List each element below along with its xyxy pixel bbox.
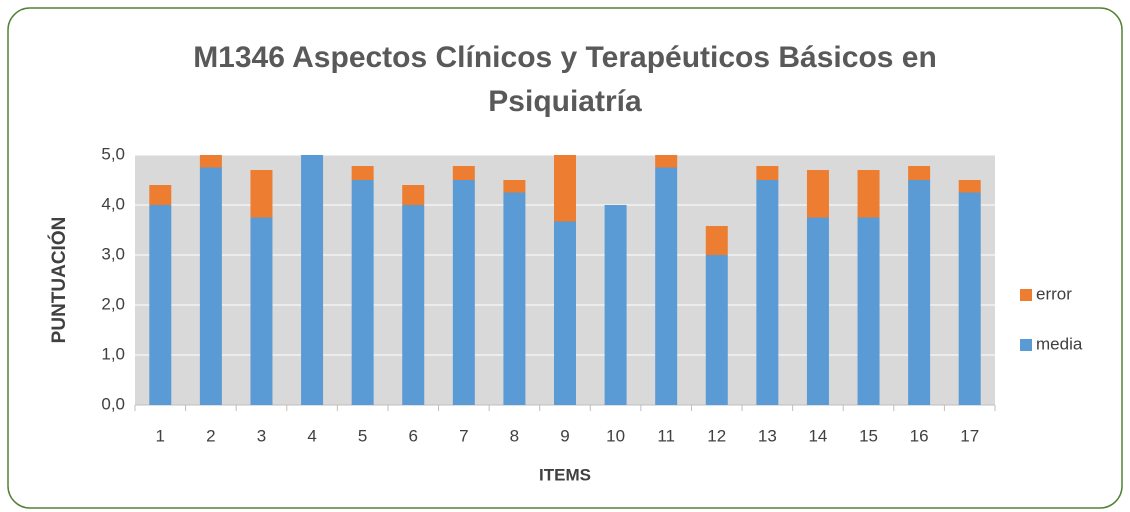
bar-segment xyxy=(655,155,678,168)
x-tick-label: 6 xyxy=(409,426,418,445)
bar-segment xyxy=(958,192,981,405)
x-tick-label: 4 xyxy=(307,426,316,445)
bar-segment xyxy=(149,185,172,205)
x-tick-label: 17 xyxy=(960,426,979,445)
bar-segment xyxy=(250,170,273,218)
bar-segment xyxy=(199,167,222,405)
x-tick-label: 7 xyxy=(459,426,468,445)
bar-segment xyxy=(351,180,374,405)
bar-segment xyxy=(301,155,324,405)
bar-segment xyxy=(655,167,678,405)
bar-segment xyxy=(503,192,526,405)
x-tick-label: 8 xyxy=(510,426,519,445)
bar-segment xyxy=(199,155,222,168)
x-tick-label: 3 xyxy=(257,426,266,445)
y-axis-label: PUNTUACIÓN xyxy=(48,217,70,344)
bar-segment xyxy=(250,217,273,405)
bar-segment xyxy=(604,205,627,405)
y-tick-label: 3,0 xyxy=(101,244,125,263)
bar-segment xyxy=(149,205,172,405)
x-tick-label: 2 xyxy=(206,426,215,445)
bar-segment xyxy=(806,170,829,218)
bar-segment xyxy=(402,205,425,405)
x-tick-label: 12 xyxy=(707,426,726,445)
bar-segment xyxy=(554,221,576,405)
bar-segment xyxy=(756,166,779,180)
bar-segment xyxy=(857,217,880,405)
legend-swatch xyxy=(1020,289,1032,301)
x-tick-label: 11 xyxy=(657,426,675,445)
bar-segment xyxy=(756,180,779,405)
y-tick-label: 1,0 xyxy=(101,344,125,363)
bar-segment xyxy=(452,180,475,405)
bar-segment xyxy=(503,180,526,193)
chart-title: M1346 Aspectos Clínicos y Terapéuticos B… xyxy=(193,41,937,118)
legend-swatch xyxy=(1020,339,1032,351)
bar-segment xyxy=(908,166,931,180)
x-tick-label: 1 xyxy=(156,426,165,445)
bar-segment xyxy=(402,185,425,205)
x-tick-label: 16 xyxy=(910,426,929,445)
x-tick-label: 15 xyxy=(859,426,878,445)
legend-label: media xyxy=(1036,334,1083,353)
bar-segment xyxy=(908,180,931,405)
bar-segment xyxy=(554,155,576,222)
x-tick-label: 14 xyxy=(808,426,827,445)
y-tick-label: 0,0 xyxy=(101,394,125,413)
x-tick-label: 13 xyxy=(758,426,777,445)
x-tick-label: 5 xyxy=(358,426,367,445)
bar-segment xyxy=(351,166,374,180)
x-tick-label: 9 xyxy=(560,426,569,445)
bar-segment xyxy=(705,226,728,255)
x-tick-label: 10 xyxy=(606,426,625,445)
legend-label: error xyxy=(1036,284,1072,303)
bar-segment xyxy=(452,166,475,180)
bar-segment xyxy=(806,217,829,405)
y-tick-label: 5,0 xyxy=(101,144,125,163)
bar-segment xyxy=(857,170,880,218)
x-axis-label: ITEMS xyxy=(539,465,591,484)
bar-segment xyxy=(705,255,728,405)
y-tick-label: 4,0 xyxy=(101,194,125,213)
bar-segment xyxy=(958,180,981,193)
y-tick-label: 2,0 xyxy=(101,294,125,313)
